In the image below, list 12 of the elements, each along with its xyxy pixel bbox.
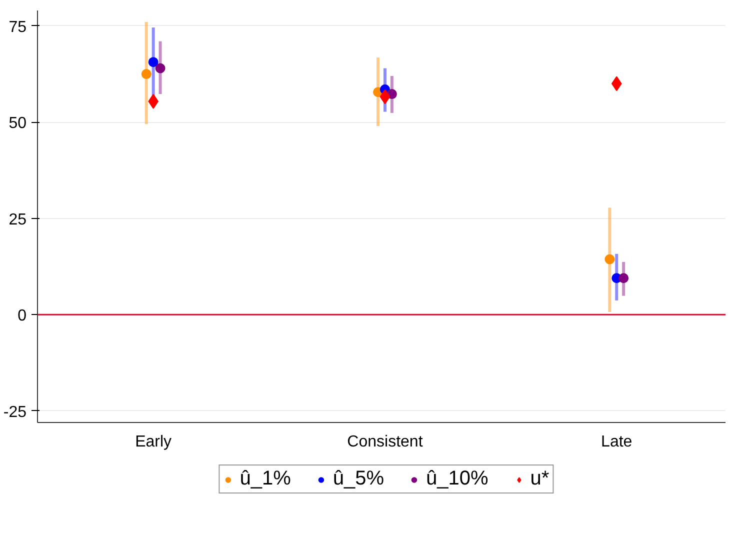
x-tick-label: Late (601, 434, 632, 450)
x-tick-label: Early (135, 434, 172, 450)
legend-label: û_1% (240, 468, 291, 490)
y-tick-label: 0 (18, 308, 27, 325)
y-tick-label: 25 (8, 211, 27, 228)
y-tick-label: -25 (3, 404, 27, 421)
legend-label: û_10% (426, 468, 488, 490)
y-tick-label: 75 (8, 18, 27, 36)
legend-label: û_5% (332, 468, 384, 490)
y-tick-label: 50 (8, 115, 27, 132)
x-tick-label: Consistent (347, 434, 424, 450)
legend-label: u* (530, 468, 550, 490)
